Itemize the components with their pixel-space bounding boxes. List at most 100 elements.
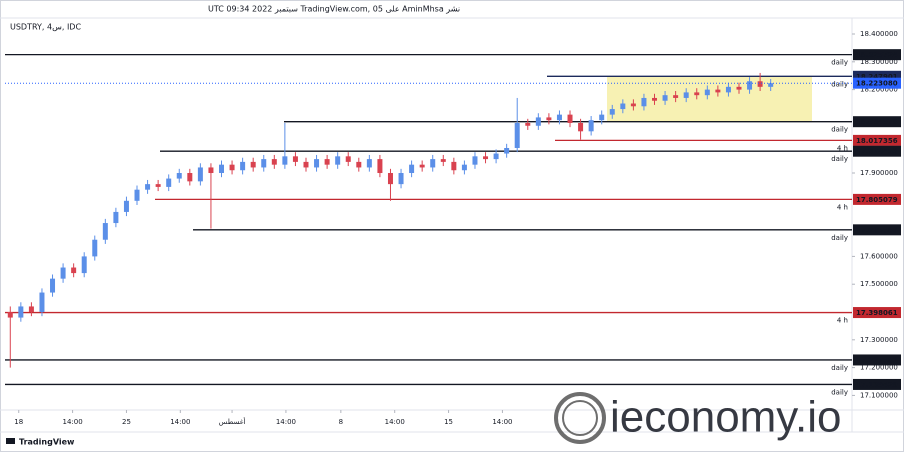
candle-body (620, 103, 626, 110)
candle-body (461, 164, 467, 171)
level-tag: daily (831, 59, 848, 67)
price-label-box (853, 134, 901, 146)
level-tag: daily (831, 234, 848, 242)
candle-body (535, 117, 541, 126)
candle-body (514, 122, 520, 148)
candle-body (673, 95, 679, 98)
candle-body (219, 164, 225, 174)
price-label-box (853, 354, 901, 366)
price-label-box (853, 307, 901, 319)
candle-body (599, 114, 605, 121)
candle-body (546, 117, 552, 121)
candle-body (271, 159, 277, 165)
candle-body (398, 173, 404, 185)
price-label-box (853, 116, 901, 128)
candle-body (757, 81, 763, 87)
candle-body (694, 92, 700, 96)
candle-body (314, 159, 320, 168)
price-label: 17.695586 (856, 226, 898, 234)
candle-body (187, 173, 193, 182)
level-tag: 4 h (837, 203, 848, 211)
candle-body (113, 211, 119, 224)
price-label: 18.084578 (856, 118, 898, 126)
candle-body (609, 109, 615, 115)
candle-body (366, 159, 372, 168)
x-tick-label: 25 (122, 418, 131, 426)
levels: daily daily daily 4 h daily 4 h daily 4 h daily d… (5, 54, 852, 396)
header: نشر AminMhsa على TradingView.com, 05 سبت… (208, 5, 460, 14)
price-label: 17.227502 (856, 356, 898, 364)
candle-body (483, 156, 489, 160)
price-label: 17.978453 (856, 148, 898, 156)
y-tick-label: 17.100000 (860, 391, 898, 399)
candle-body (556, 114, 562, 121)
candle-body (567, 114, 573, 123)
candle-body (472, 156, 478, 165)
candle-body (102, 223, 108, 240)
candle-body (240, 161, 246, 171)
x-tick-label: 14:00 (170, 418, 190, 426)
price-label-box (853, 145, 901, 157)
tv-logo: TradingView (6, 438, 75, 447)
logo-shape (6, 438, 15, 444)
candle-body (81, 256, 87, 274)
y-tick-label: 18.200000 (860, 86, 898, 94)
price-label: 18.247901 (856, 73, 898, 81)
y-tick-label: 17.600000 (860, 252, 898, 260)
candle-body (155, 184, 161, 187)
price-label: 18.325724 (856, 51, 898, 59)
candle-body (134, 189, 140, 201)
candle-body (7, 312, 13, 318)
candle-body (123, 200, 129, 212)
candle-body (92, 239, 98, 257)
price-label-box (853, 224, 901, 236)
y-tick-label: 17.300000 (860, 336, 898, 344)
level-tag: daily (831, 126, 848, 134)
watermark: ieconomy.io (554, 392, 842, 444)
candle-body (250, 161, 256, 168)
candle-body (525, 122, 531, 126)
candle-body (704, 89, 710, 96)
watermark-text: ieconomy.io (610, 393, 842, 442)
y-tick-label: 18.300000 (860, 58, 898, 66)
price-label-box (853, 70, 901, 82)
candle-body (50, 278, 56, 293)
y-tick-label: 17.900000 (860, 169, 898, 177)
candle-body (630, 103, 636, 107)
level-tag: daily (831, 80, 848, 88)
candle-body (715, 89, 721, 93)
candle-body (451, 161, 457, 171)
x-tick-label: 18 (14, 418, 23, 426)
watermark-logo-inner (562, 400, 598, 436)
level-tag: 4 h (837, 144, 848, 152)
candle-body (662, 95, 668, 101)
candle-body (176, 173, 182, 179)
x-tick-label: 14:00 (385, 418, 405, 426)
candle-body (419, 164, 425, 168)
candle-body (335, 156, 341, 165)
price-label-box (853, 77, 901, 89)
candle-body (282, 156, 288, 165)
candle-body (588, 120, 594, 132)
candle-body (440, 159, 446, 162)
price-label: 18.017356 (856, 137, 898, 145)
candle-body (578, 122, 584, 132)
price-label: 18.223080 (856, 80, 898, 88)
x-tick-label: 14:00 (276, 418, 296, 426)
price-label: 17.805079 (856, 196, 898, 204)
candle-body (197, 167, 203, 182)
candle-body (683, 92, 689, 98)
candle-body (208, 167, 214, 174)
y-tick-label: 17.200000 (860, 364, 898, 372)
price-label: 17.139429 (856, 381, 898, 389)
brand: TradingView (19, 438, 75, 447)
candle-body (768, 83, 774, 87)
candle-body (387, 173, 393, 185)
level-tag: daily (831, 155, 848, 163)
candle-body (356, 161, 362, 168)
plot: 17.100000 17.200000 17.300000 17.500000 17.6… (5, 30, 898, 426)
candle-body (430, 159, 436, 168)
x-tick-label: أغسطس (219, 417, 246, 426)
